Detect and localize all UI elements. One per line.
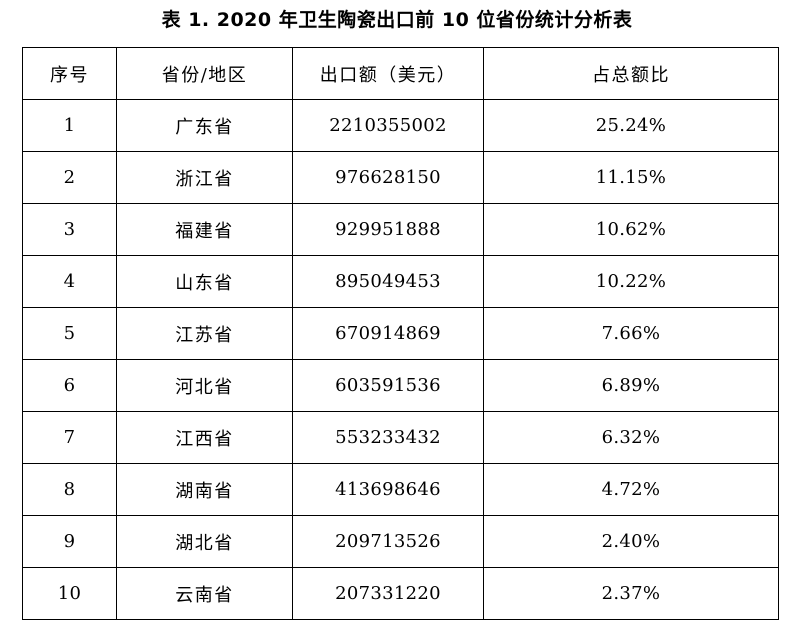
row-amount-cell: 413698646 [292,463,484,516]
header-cell-index: 序号 [22,47,117,100]
table-row: 10 云南省 207331220 2.37% [22,567,779,620]
header-cell-share: 占总额比 [483,47,779,100]
province-export-table: 序号 省份/地区 出口额（美元） 占总额比 1 广东省 2210355002 25.2… [22,47,779,620]
row-share-cell: 4.72% [483,463,779,516]
row-province-cell: 福建省 [116,203,293,256]
row-amount-cell: 209713526 [292,515,484,568]
table-row: 8 湖南省 413698646 4.72% [22,463,779,516]
row-province-cell: 江苏省 [116,307,293,360]
row-share-cell: 11.15% [483,151,779,204]
row-index-cell: 6 [22,359,117,412]
table-row: 3 福建省 929951888 10.62% [22,203,779,256]
row-amount-cell: 670914869 [292,307,484,360]
table-row: 2 浙江省 976628150 11.15% [22,151,779,204]
row-index-cell: 8 [22,463,117,516]
table-title: 表 1. 2020 年卫生陶瓷出口前 10 位省份统计分析表 [161,9,633,31]
row-amount-cell: 553233432 [292,411,484,464]
row-index-cell: 2 [22,151,117,204]
row-index-cell: 4 [22,255,117,308]
row-index-cell: 9 [22,515,117,568]
table-row: 6 河北省 603591536 6.89% [22,359,779,412]
row-share-cell: 10.62% [483,203,779,256]
table-row: 5 江苏省 670914869 7.66% [22,307,779,360]
row-share-cell: 6.32% [483,411,779,464]
row-amount-cell: 929951888 [292,203,484,256]
row-index-cell: 3 [22,203,117,256]
row-province-cell: 山东省 [116,255,293,308]
row-province-cell: 湖南省 [116,463,293,516]
table-row: 7 江西省 553233432 6.32% [22,411,779,464]
row-province-cell: 云南省 [116,567,293,620]
row-index-cell: 10 [22,567,117,620]
table-row: 9 湖北省 209713526 2.40% [22,515,779,568]
row-amount-cell: 2210355002 [292,99,484,152]
row-amount-cell: 976628150 [292,151,484,204]
row-amount-cell: 603591536 [292,359,484,412]
table-row: 1 广东省 2210355002 25.24% [22,99,779,152]
header-cell-province: 省份/地区 [116,47,293,100]
row-province-cell: 浙江省 [116,151,293,204]
row-amount-cell: 207331220 [292,567,484,620]
header-row: 序号 省份/地区 出口额（美元） 占总额比 [22,47,779,100]
row-province-cell: 湖北省 [116,515,293,568]
row-province-cell: 广东省 [116,99,293,152]
row-share-cell: 10.22% [483,255,779,308]
header-cell-amount: 出口额（美元） [292,47,484,100]
row-province-cell: 河北省 [116,359,293,412]
row-index-cell: 5 [22,307,117,360]
row-share-cell: 25.24% [483,99,779,152]
row-index-cell: 7 [22,411,117,464]
row-share-cell: 2.37% [483,567,779,620]
row-share-cell: 6.89% [483,359,779,412]
row-share-cell: 7.66% [483,307,779,360]
row-province-cell: 江西省 [116,411,293,464]
row-amount-cell: 895049453 [292,255,484,308]
row-index-cell: 1 [22,99,117,152]
row-share-cell: 2.40% [483,515,779,568]
table-row: 4 山东省 895049453 10.22% [22,255,779,308]
